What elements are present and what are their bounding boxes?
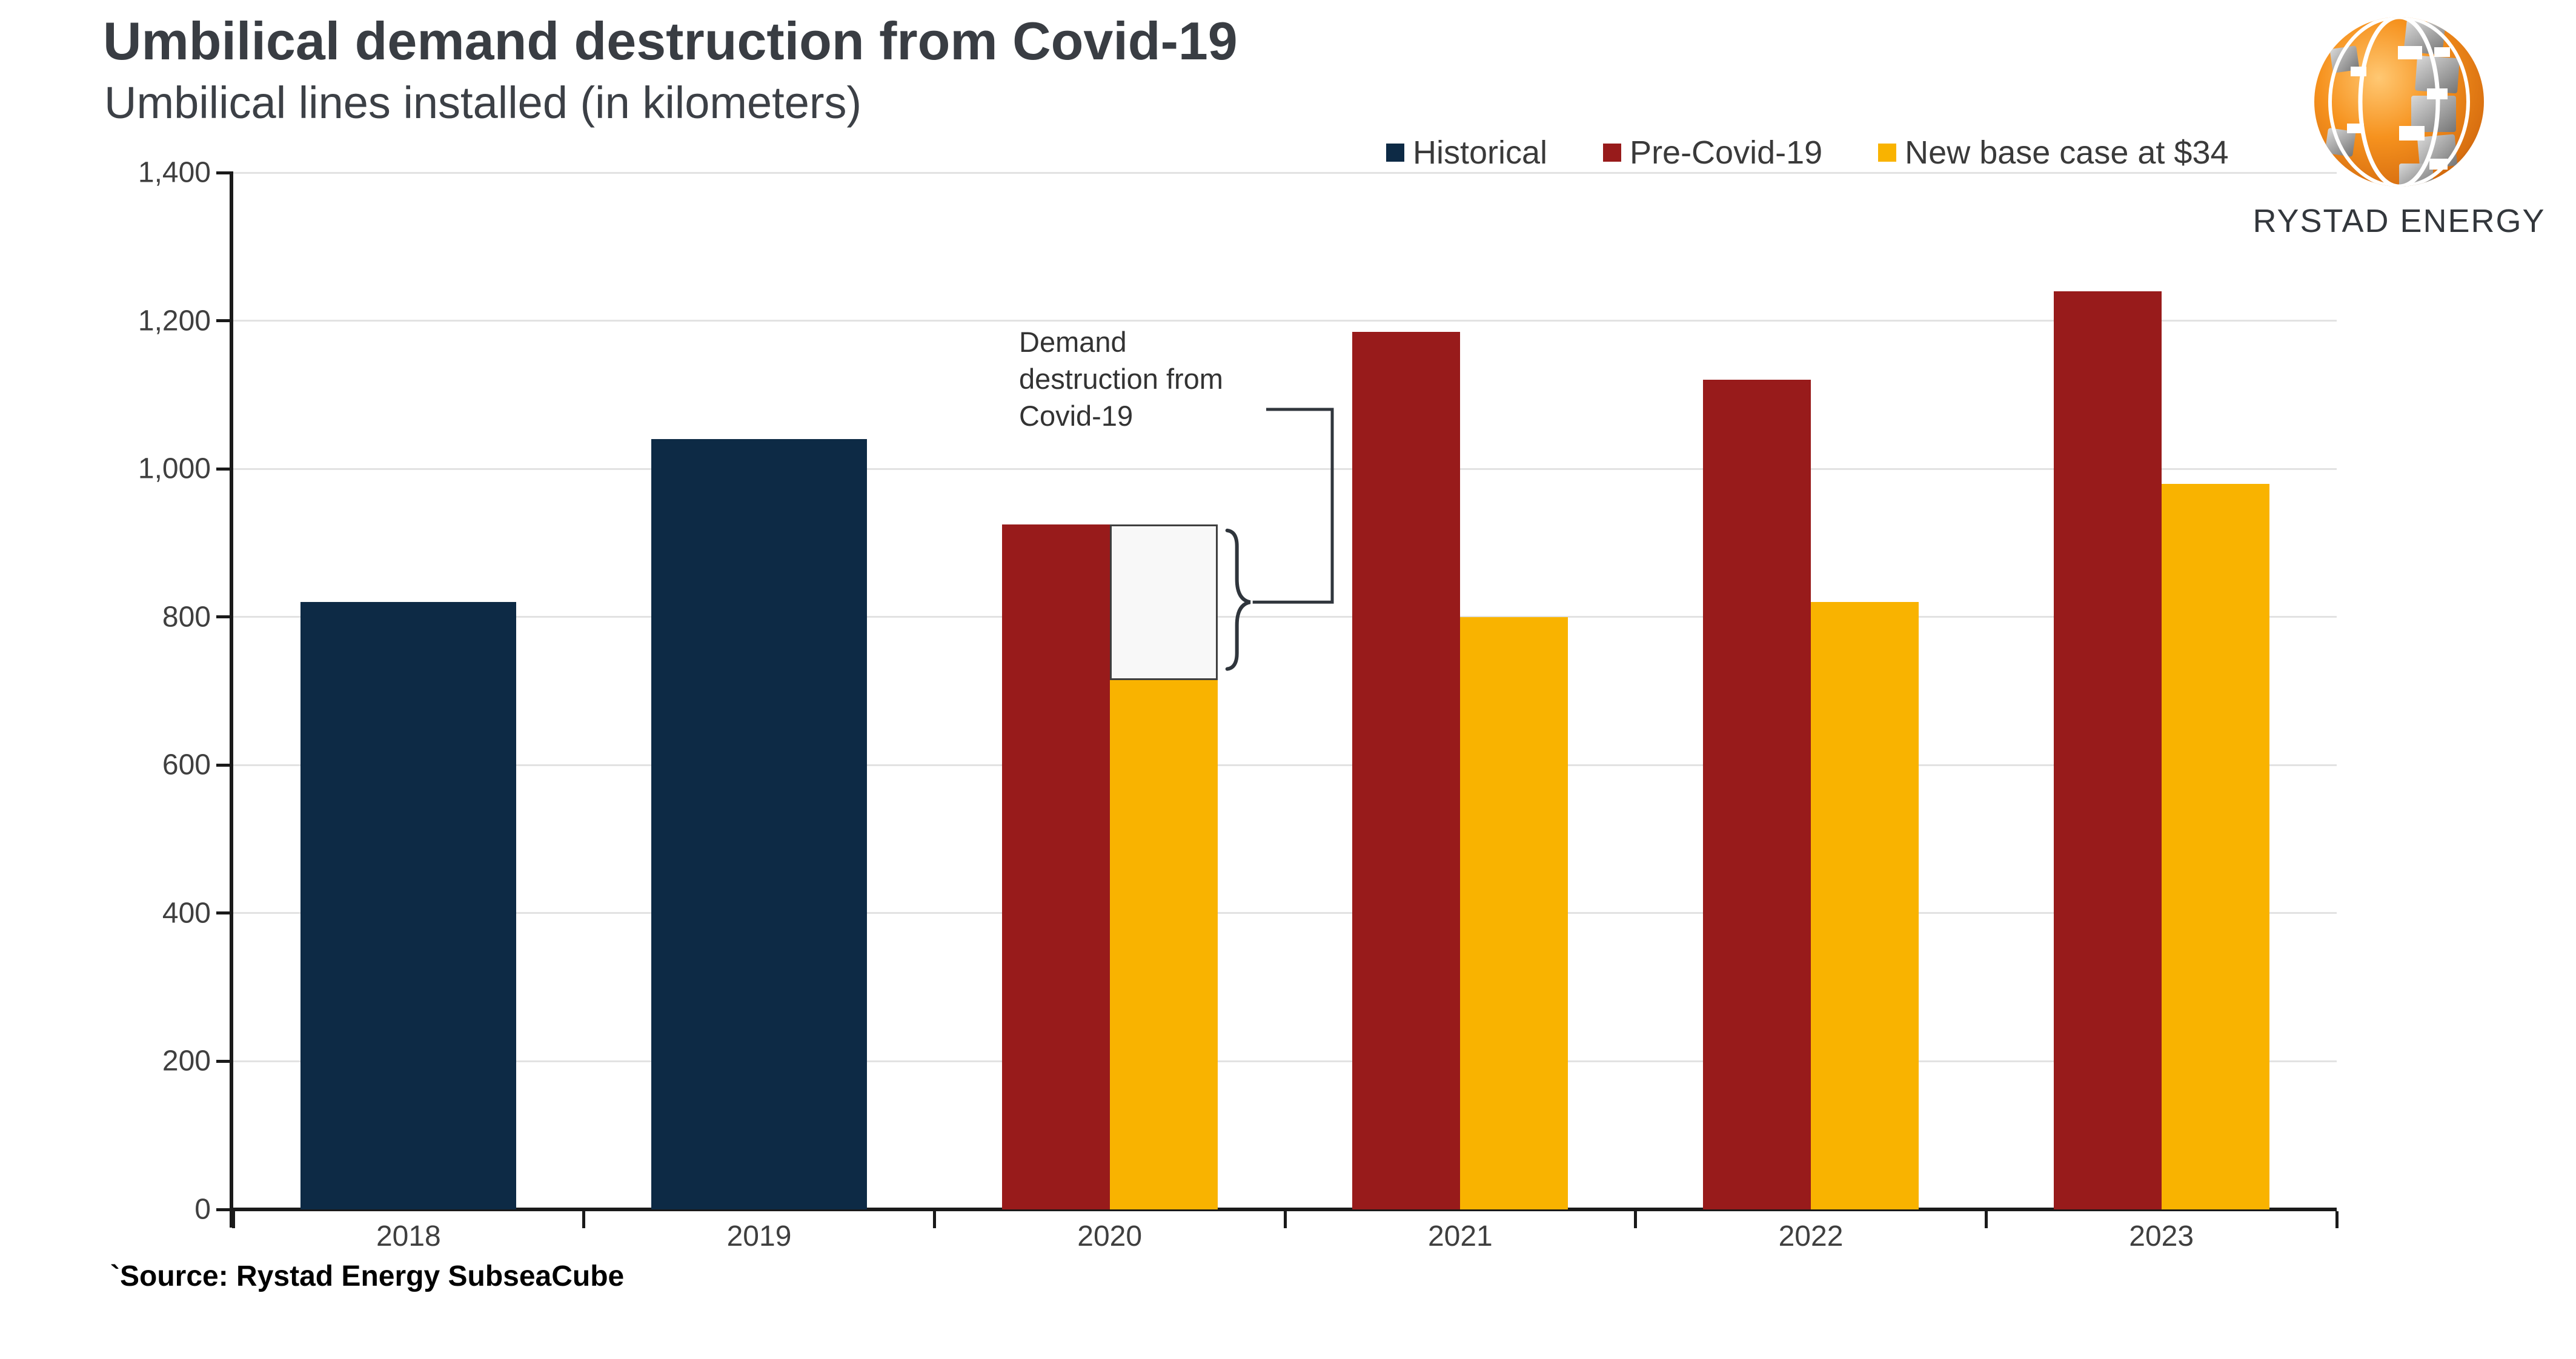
- legend-item-historical: Historical: [1386, 134, 1547, 171]
- x-axis-tick: [2335, 1211, 2339, 1228]
- rystad-logo-globe-icon: [2314, 17, 2484, 187]
- bar-2023-new-base-case-at-34: [2161, 483, 2269, 1209]
- gridline: [233, 320, 2337, 322]
- bar-2022-pre-covid-19: [1703, 380, 1811, 1209]
- y-tick-label: 600: [162, 749, 211, 781]
- y-tick-label: 1,000: [138, 452, 211, 485]
- legend-marker-icon: [1603, 144, 1622, 162]
- x-category-label: 2018: [376, 1220, 441, 1252]
- legend-marker-icon: [1386, 144, 1404, 162]
- y-tick-label: 0: [194, 1193, 211, 1226]
- rystad-logo: [2308, 11, 2490, 193]
- gridline: [233, 1060, 2337, 1062]
- chart-subtitle: Umbilical lines installed (in kilometers…: [104, 78, 862, 128]
- x-axis-tick: [582, 1211, 586, 1228]
- legend-marker-icon: [1878, 144, 1897, 162]
- bar-2023-pre-covid-19: [2053, 291, 2162, 1209]
- bar-2019-historical: [651, 439, 867, 1209]
- bar-2020-new-base-case-at-34: [1109, 680, 1218, 1209]
- legend-item-new-base-case-at-34: New base case at $34: [1878, 134, 2229, 171]
- legend-item-pre-covid-19: Pre-Covid-19: [1603, 134, 1822, 171]
- y-axis-tick: [216, 1059, 233, 1063]
- y-axis-tick: [216, 763, 233, 767]
- y-axis-tick: [216, 1208, 233, 1211]
- y-tick-label: 1,400: [138, 156, 211, 189]
- y-tick-label: 200: [162, 1045, 211, 1077]
- gridline: [233, 764, 2337, 766]
- bar-2020-pre-covid-19: [1001, 524, 1110, 1209]
- y-tick-label: 1,200: [138, 305, 211, 337]
- x-axis-tick: [932, 1211, 936, 1228]
- legend-label: Historical: [1413, 134, 1548, 171]
- bar-2018-historical: [300, 602, 517, 1209]
- bar-2022-new-base-case-at-34: [1811, 602, 1919, 1209]
- x-category-label: 2020: [1077, 1220, 1143, 1252]
- x-axis-tick: [1283, 1211, 1287, 1228]
- x-axis-tick: [1634, 1211, 1638, 1228]
- gridline: [233, 912, 2337, 914]
- x-category-label: 2023: [2129, 1220, 2194, 1252]
- legend: Historical Pre-Covid-19 New base case at $…: [1386, 134, 2229, 171]
- y-axis-tick: [216, 319, 233, 323]
- rystad-logo-text: RYSTAD ENERGY: [2252, 203, 2546, 239]
- x-category-label: 2021: [1427, 1220, 1493, 1252]
- chart-title: Umbilical demand destruction from Covid-…: [103, 11, 1238, 71]
- bar-2021-new-base-case-at-34: [1460, 617, 1569, 1209]
- x-axis-tick: [231, 1211, 235, 1228]
- y-axis-tick: [216, 467, 233, 471]
- gridline: [233, 171, 2337, 174]
- x-category-label: 2019: [726, 1220, 792, 1252]
- y-axis-tick: [216, 615, 233, 619]
- y-axis-line: [230, 173, 233, 1228]
- y-axis-tick: [216, 911, 233, 915]
- source-note: `Source: Rystad Energy SubseaCube: [110, 1260, 625, 1292]
- demand-destruction-gap-box: [1109, 524, 1218, 680]
- bar-2021-pre-covid-19: [1352, 331, 1461, 1209]
- gridline: [233, 468, 2337, 470]
- legend-label: Pre-Covid-19: [1630, 134, 1823, 171]
- gridline: [233, 616, 2337, 618]
- y-tick-label: 400: [162, 897, 211, 930]
- x-axis-tick: [1984, 1211, 1988, 1228]
- annotation-text: Demand destruction from Covid-19: [1019, 326, 1223, 432]
- y-tick-label: 800: [162, 601, 211, 633]
- x-axis-line: [230, 1208, 2337, 1211]
- legend-label: New base case at $34: [1905, 134, 2229, 171]
- y-axis-tick: [216, 171, 233, 174]
- x-category-label: 2022: [1778, 1220, 1844, 1252]
